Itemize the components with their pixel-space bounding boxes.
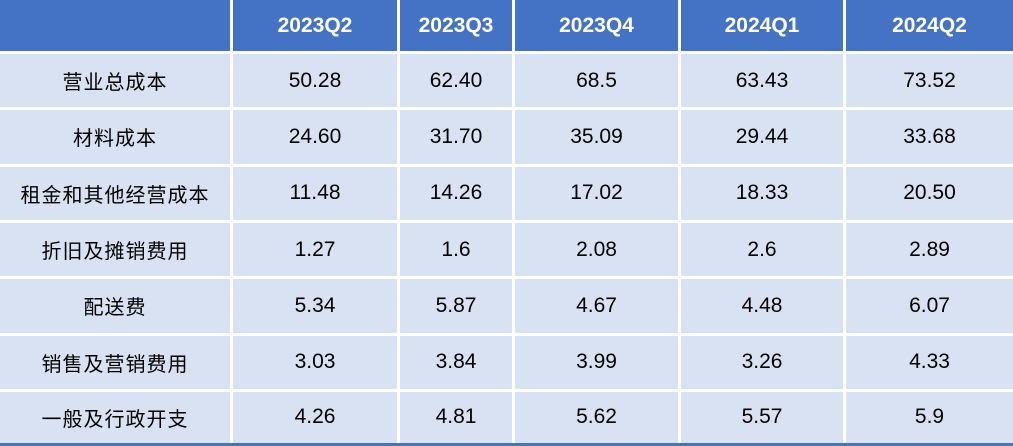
cell: 1.27: [233, 222, 400, 280]
cell: 18.33: [681, 166, 846, 223]
header-corner-cell: [0, 0, 233, 54]
cell: 5.62: [515, 391, 681, 443]
cell: 3.84: [400, 335, 515, 392]
header-cell-2024q1: 2024Q1: [681, 0, 846, 54]
cell: 2.6: [681, 222, 846, 280]
table-row-material-cost: 材料成本 24.60 31.70 35.09 29.44 33.68: [0, 110, 1013, 167]
cell: 33.68: [846, 110, 1013, 167]
cell: 5.57: [681, 391, 846, 443]
header-cell-2024q2: 2024Q2: [846, 0, 1013, 54]
cell: 4.48: [681, 279, 846, 336]
row-label: 一般及行政开支: [0, 391, 233, 443]
cell: 3.26: [681, 335, 846, 392]
table-row-delivery-fee: 配送费 5.34 5.87 4.67 4.48 6.07: [0, 279, 1013, 336]
cell: 3.99: [515, 335, 681, 392]
cell: 29.44: [681, 110, 846, 167]
cell: 35.09: [515, 110, 681, 167]
cell: 4.33: [846, 335, 1013, 392]
table-row-sales-marketing-expense: 销售及营销费用 3.03 3.84 3.99 3.26 4.33: [0, 335, 1013, 392]
cell: 14.26: [400, 166, 515, 223]
cell: 31.70: [400, 110, 515, 167]
row-label: 销售及营销费用: [0, 335, 233, 392]
cell: 1.6: [400, 222, 515, 280]
cell: 5.9: [846, 391, 1013, 443]
row-label: 配送费: [0, 279, 233, 336]
row-label: 营业总成本: [0, 54, 233, 111]
cell: 63.43: [681, 54, 846, 111]
cell: 6.07: [846, 279, 1013, 336]
header-cell-2023q2: 2023Q2: [233, 0, 400, 54]
table-row-rent-other-operating-cost: 租金和其他经营成本 11.48 14.26 17.02 18.33 20.50: [0, 166, 1013, 223]
cell: 73.52: [846, 54, 1013, 111]
cell: 62.40: [400, 54, 515, 111]
cell: 24.60: [233, 110, 400, 167]
table-row-depreciation-amortization: 折旧及摊销费用 1.27 1.6 2.08 2.6 2.89: [0, 222, 1013, 280]
row-label: 租金和其他经营成本: [0, 166, 233, 223]
header-row: 2023Q2 2023Q3 2023Q4 2024Q1 2024Q2: [0, 0, 1013, 54]
cell: 5.87: [400, 279, 515, 336]
cell: 5.34: [233, 279, 400, 336]
cell: 50.28: [233, 54, 400, 111]
cell: 68.5: [515, 54, 681, 111]
cell: 3.03: [233, 335, 400, 392]
cell: 4.67: [515, 279, 681, 336]
table-row-general-admin-expense: 一般及行政开支 4.26 4.81 5.62 5.57 5.9: [0, 391, 1013, 443]
header-cell-2023q3: 2023Q3: [400, 0, 515, 54]
row-label: 材料成本: [0, 110, 233, 167]
cell: 4.81: [400, 391, 515, 443]
cell: 2.89: [846, 222, 1013, 280]
row-label: 折旧及摊销费用: [0, 222, 233, 280]
cell: 2.08: [515, 222, 681, 280]
cell: 20.50: [846, 166, 1013, 223]
cell: 17.02: [515, 166, 681, 223]
cell: 4.26: [233, 391, 400, 443]
header-cell-2023q4: 2023Q4: [515, 0, 681, 54]
table-row-total-operating-cost: 营业总成本 50.28 62.40 68.5 63.43 73.52: [0, 54, 1013, 111]
cell: 11.48: [233, 166, 400, 223]
